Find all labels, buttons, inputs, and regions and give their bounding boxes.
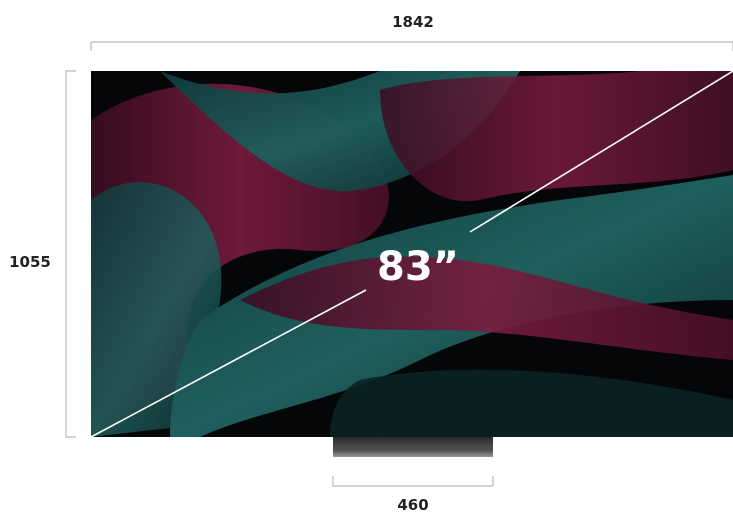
height-label: 1055: [9, 253, 51, 271]
tv-stand: [333, 437, 493, 457]
stand-bracket: [332, 476, 494, 487]
width-bracket: [90, 41, 733, 51]
height-bracket: [65, 70, 76, 438]
diagonal-label: 83”: [377, 244, 459, 290]
width-label: 1842: [392, 13, 434, 31]
diagonal-line: [90, 70, 733, 438]
stand-width-label: 460: [397, 496, 428, 513]
screen-artwork: [91, 71, 733, 437]
